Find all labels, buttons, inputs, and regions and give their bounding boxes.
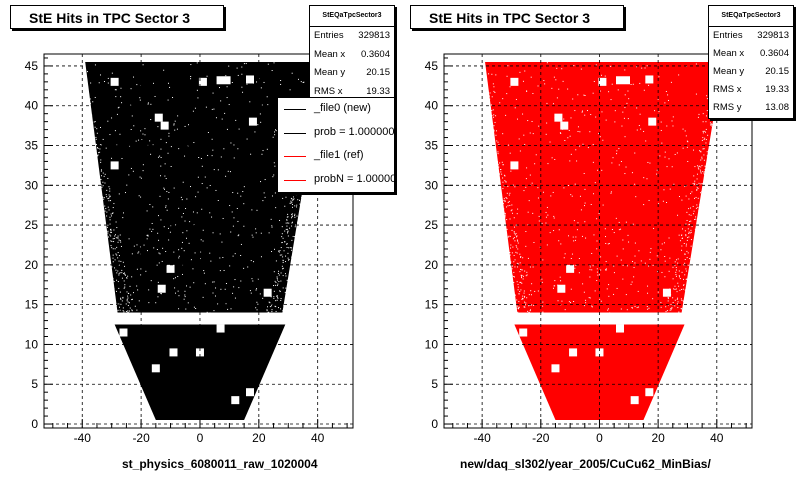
stats-value: 329813 bbox=[757, 30, 789, 41]
y-tick-label: 0 bbox=[431, 417, 438, 431]
stats-label: Entries bbox=[314, 30, 344, 41]
x-tick-label: -40 bbox=[473, 431, 491, 445]
pad-gap bbox=[515, 312, 684, 321]
y-tick-label: 20 bbox=[25, 258, 39, 272]
left-x-axis-label: st_physics_6080011_raw_1020004 bbox=[122, 457, 318, 471]
y-tick-label: 5 bbox=[431, 377, 438, 391]
stats-value: 20.15 bbox=[366, 67, 390, 78]
stats-value: 0.3604 bbox=[759, 48, 789, 59]
right-stats-box: StEQaTpcSector3 Entries 329813 Mean x 0.36… bbox=[708, 5, 794, 119]
right-x-axis-label: new/daq_sl302/year_2005/CuCu62_MinBias/ bbox=[460, 457, 711, 471]
left-stats-row: RMS x 19.33 bbox=[310, 83, 394, 102]
x-tick-label: 0 bbox=[197, 431, 204, 445]
legend-line-red bbox=[284, 179, 306, 181]
y-tick-label: 25 bbox=[25, 218, 39, 232]
y-tick-label: 45 bbox=[425, 59, 439, 73]
right-stats-row: RMS x 19.33 bbox=[709, 81, 793, 99]
right-chart-panel: -40 -20 0 20 40 0 5 10 15 20 25 30 35 40 45 StE Hits i… bbox=[400, 0, 800, 480]
stats-label: Mean y bbox=[713, 66, 745, 77]
x-tick-label: -20 bbox=[532, 431, 550, 445]
legend-box: _file0 (new) prob = 1.000000 _file1 (ref… bbox=[277, 97, 395, 193]
legend-entry: _file0 (new) bbox=[278, 98, 394, 122]
stats-value: 19.33 bbox=[366, 85, 390, 97]
y-tick-label: 15 bbox=[25, 298, 39, 312]
y-tick-label: 0 bbox=[31, 417, 38, 431]
stats-label: RMS x bbox=[314, 85, 343, 97]
stats-value: 0.3604 bbox=[360, 48, 390, 60]
legend-entry: _file1 (ref) bbox=[278, 145, 394, 169]
legend-label: _file1 (ref) bbox=[314, 149, 364, 161]
legend-line-black bbox=[284, 132, 306, 134]
y-tick-label: 35 bbox=[425, 139, 439, 153]
y-tick-label: 10 bbox=[25, 337, 39, 351]
legend-line-red bbox=[284, 156, 306, 157]
right-stats-row: RMS y 13.08 bbox=[709, 99, 793, 117]
stats-value: 13.08 bbox=[765, 102, 789, 113]
hit-region-upper bbox=[85, 61, 324, 313]
stats-label: Mean x bbox=[314, 48, 346, 60]
y-tick-label: 45 bbox=[25, 59, 39, 73]
y-tick-label: 40 bbox=[425, 99, 439, 113]
legend-entry: probN = 1.000000 bbox=[278, 169, 394, 193]
y-tick-label: 5 bbox=[31, 377, 38, 391]
y-tick-label: 30 bbox=[425, 178, 439, 192]
left-chart-canvas: -40 -20 0 20 40 0 5 10 15 20 25 30 35 40 45 bbox=[25, 53, 354, 445]
legend-label: _file0 (new) bbox=[314, 102, 371, 114]
stats-value: 20.15 bbox=[765, 66, 789, 77]
x-tick-label: 20 bbox=[651, 431, 665, 445]
legend-label: probN = 1.000000 bbox=[314, 172, 395, 185]
left-stats-row: Mean x 0.3604 bbox=[310, 46, 394, 65]
right-chart-title: StE Hits in TPC Sector 3 bbox=[410, 5, 624, 29]
left-stats-row: Mean y 20.15 bbox=[310, 64, 394, 83]
x-tick-label: 0 bbox=[596, 431, 603, 445]
left-chart-panel: -40 -20 0 20 40 0 5 10 15 20 25 30 35 40 45 StE Hits i… bbox=[10, 5, 395, 471]
stats-label: RMS x bbox=[713, 84, 742, 95]
left-stats-row: Entries 329813 bbox=[310, 27, 394, 46]
x-tick-label: -20 bbox=[132, 431, 150, 445]
hit-texture bbox=[67, 62, 334, 405]
x-tick-label: 40 bbox=[710, 431, 724, 445]
legend-label: prob = 1.000000 bbox=[314, 125, 395, 138]
stats-label: Mean y bbox=[314, 67, 346, 78]
y-tick-label: 35 bbox=[25, 139, 39, 153]
left-stats-title: StEQaTpcSector3 bbox=[310, 6, 394, 27]
stats-label: RMS y bbox=[713, 102, 742, 113]
right-stats-title: StEQaTpcSector3 bbox=[709, 6, 793, 27]
hit-region-upper bbox=[485, 61, 723, 313]
right-stats-row: Mean x 0.3604 bbox=[709, 45, 793, 63]
y-tick-label: 15 bbox=[425, 298, 439, 312]
pad-gap bbox=[115, 312, 285, 321]
y-tick-label: 20 bbox=[425, 258, 439, 272]
y-tick-label: 25 bbox=[425, 218, 439, 232]
legend-entry: prob = 1.000000 bbox=[278, 122, 394, 146]
stats-label: Mean x bbox=[713, 48, 745, 59]
x-tick-label: -40 bbox=[74, 431, 92, 445]
left-chart-title: StE Hits in TPC Sector 3 bbox=[10, 5, 224, 29]
y-tick-label: 30 bbox=[25, 178, 39, 192]
y-tick-label: 10 bbox=[425, 337, 439, 351]
right-stats-row: Entries 329813 bbox=[709, 27, 793, 45]
right-chart-canvas: -40 -20 0 20 40 0 5 10 15 20 25 30 35 40 45 bbox=[425, 53, 753, 445]
stats-value: 19.33 bbox=[765, 84, 789, 95]
legend-line-black bbox=[284, 109, 306, 110]
y-tick-label: 40 bbox=[25, 99, 39, 113]
x-tick-label: 40 bbox=[311, 431, 325, 445]
stats-value: 329813 bbox=[358, 30, 390, 41]
stats-label: Entries bbox=[713, 30, 743, 41]
right-stats-row: Mean y 20.15 bbox=[709, 63, 793, 81]
x-tick-label: 20 bbox=[252, 431, 266, 445]
